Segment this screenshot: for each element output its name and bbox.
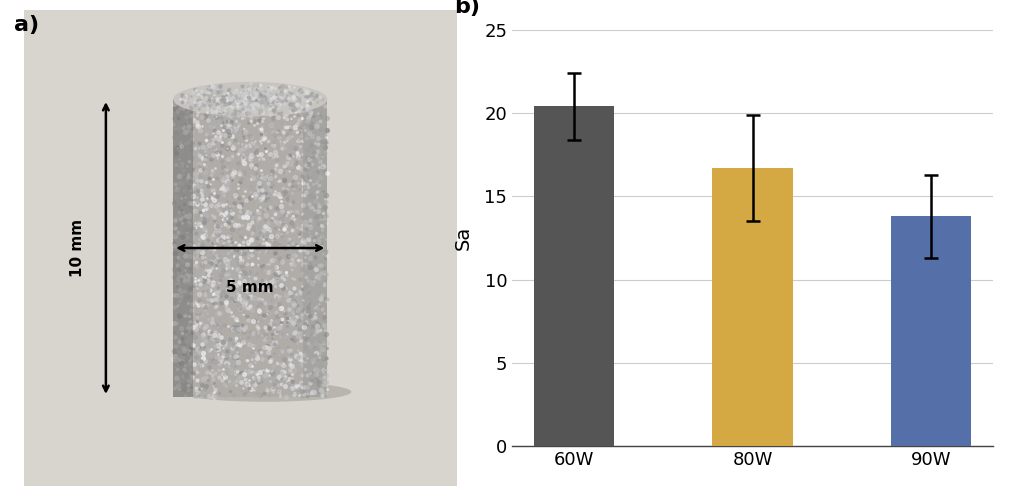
FancyBboxPatch shape bbox=[303, 99, 328, 397]
Text: a): a) bbox=[14, 15, 40, 35]
Bar bbox=[534, 107, 614, 446]
Text: 10 mm: 10 mm bbox=[70, 219, 85, 277]
FancyBboxPatch shape bbox=[25, 10, 457, 486]
Ellipse shape bbox=[178, 382, 351, 402]
Bar bbox=[713, 168, 793, 446]
FancyBboxPatch shape bbox=[173, 99, 193, 397]
FancyBboxPatch shape bbox=[173, 99, 328, 397]
Text: b): b) bbox=[455, 0, 480, 17]
Y-axis label: Sa: Sa bbox=[454, 226, 473, 250]
Bar bbox=[891, 216, 972, 446]
Ellipse shape bbox=[173, 82, 328, 117]
Text: 5 mm: 5 mm bbox=[226, 280, 274, 295]
